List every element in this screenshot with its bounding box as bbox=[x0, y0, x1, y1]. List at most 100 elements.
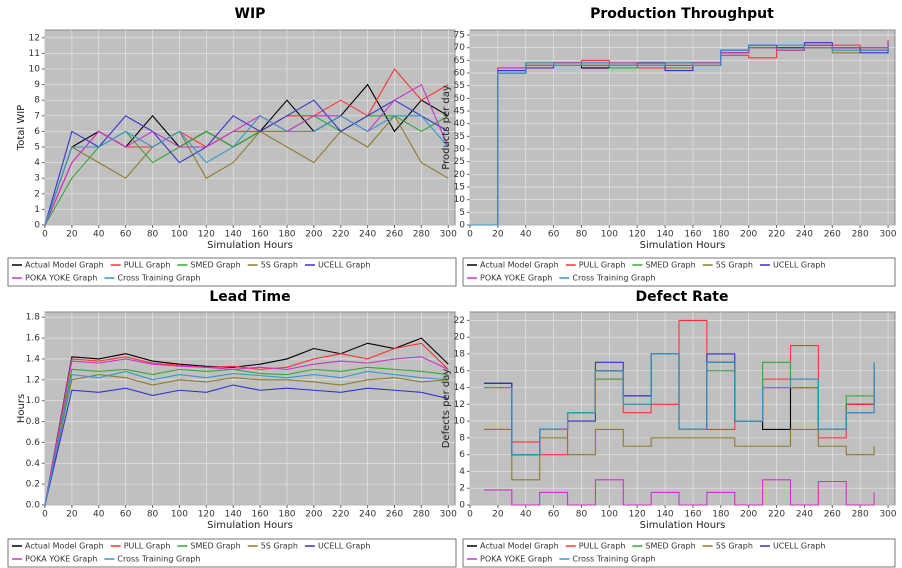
x-tick-label: 200 bbox=[740, 510, 757, 520]
x-tick-label: 20 bbox=[66, 230, 78, 240]
y-tick-label: 1.8 bbox=[26, 313, 41, 323]
legend-label: POKA YOKE Graph bbox=[25, 555, 97, 564]
x-tick-label: 220 bbox=[768, 230, 785, 240]
legend-label: POKA YOKE Graph bbox=[25, 274, 97, 283]
x-tick-label: 280 bbox=[413, 230, 430, 240]
y-tick-label: 8 bbox=[459, 433, 465, 443]
x-tick-label: 20 bbox=[492, 510, 504, 520]
legend-label: UCELL Graph bbox=[318, 261, 371, 270]
y-tick-label: 0 bbox=[459, 501, 465, 511]
y-tick-label: 65 bbox=[454, 56, 465, 66]
x-tick-label: 200 bbox=[740, 230, 757, 240]
x-tick-label: 200 bbox=[305, 230, 322, 240]
y-tick-label: 30 bbox=[454, 145, 466, 155]
legend-label: Actual Model Graph bbox=[25, 261, 104, 270]
y-tick-label: 7 bbox=[34, 111, 40, 121]
x-tick-label: 40 bbox=[93, 230, 105, 240]
y-tick-label: 3 bbox=[34, 174, 40, 184]
chart-title: Defect Rate bbox=[636, 289, 729, 305]
x-tick-label: 40 bbox=[93, 510, 105, 520]
legend-label: PULL Graph bbox=[579, 261, 626, 270]
plot-area bbox=[44, 311, 456, 506]
legend-label: UCELL Graph bbox=[773, 261, 826, 270]
x-tick-label: 180 bbox=[712, 230, 729, 240]
legend-label: UCELL Graph bbox=[773, 542, 826, 551]
y-tick-label: 9 bbox=[34, 80, 40, 90]
y-tick-label: 1.6 bbox=[26, 334, 41, 344]
x-tick-label: 180 bbox=[278, 230, 295, 240]
x-tick-label: 260 bbox=[386, 230, 403, 240]
y-axis-label: Hours bbox=[16, 394, 27, 423]
x-tick-label: 80 bbox=[147, 510, 159, 520]
y-tick-label: 0.8 bbox=[26, 417, 41, 427]
legend-label: Cross Training Graph bbox=[572, 555, 655, 564]
x-tick-label: 100 bbox=[601, 230, 618, 240]
chart-title: Production Throughput bbox=[590, 6, 774, 22]
y-tick-label: 2 bbox=[459, 484, 465, 494]
x-tick-label: 200 bbox=[305, 510, 322, 520]
series-line bbox=[44, 384, 449, 506]
x-axis-label: Simulation Hours bbox=[207, 240, 293, 251]
y-tick-label: 4 bbox=[459, 467, 465, 477]
x-tick-label: 180 bbox=[278, 510, 295, 520]
y-tick-label: 12 bbox=[454, 400, 465, 410]
y-tick-label: 15 bbox=[454, 183, 465, 193]
legend-label: Actual Model Graph bbox=[480, 261, 559, 270]
y-tick-label: 0 bbox=[34, 221, 40, 231]
y-tick-label: 45 bbox=[454, 107, 465, 117]
x-axis-label: Simulation Hours bbox=[207, 520, 293, 531]
chart-title: WIP bbox=[235, 6, 266, 22]
y-tick-label: 16 bbox=[454, 366, 466, 376]
legend-label: PULL Graph bbox=[124, 261, 171, 270]
legend-label: PULL Graph bbox=[579, 542, 626, 551]
legend-label: Actual Model Graph bbox=[480, 542, 559, 551]
x-tick-label: 300 bbox=[879, 230, 896, 240]
legend-label: SMED Graph bbox=[190, 542, 240, 551]
x-tick-label: 240 bbox=[359, 230, 376, 240]
y-tick-label: 35 bbox=[454, 132, 465, 142]
x-tick-label: 240 bbox=[796, 510, 813, 520]
series-line bbox=[44, 115, 449, 226]
series-line bbox=[44, 370, 449, 506]
legend-label: 5S Graph bbox=[716, 261, 753, 270]
x-tick-label: 120 bbox=[629, 510, 646, 520]
x-tick-label: 100 bbox=[171, 230, 188, 240]
x-tick-label: 20 bbox=[66, 510, 78, 520]
x-tick-label: 60 bbox=[120, 510, 132, 520]
x-tick-label: 100 bbox=[601, 510, 618, 520]
x-tick-label: 20 bbox=[492, 230, 504, 240]
plot-area bbox=[469, 29, 896, 226]
series-line bbox=[470, 44, 889, 226]
y-tick-label: 75 bbox=[454, 31, 465, 41]
x-tick-label: 0 bbox=[42, 230, 48, 240]
y-tick-label: 50 bbox=[454, 94, 466, 104]
x-tick-label: 40 bbox=[520, 510, 532, 520]
y-tick-label: 20 bbox=[454, 170, 466, 180]
series-line bbox=[483, 353, 875, 456]
x-tick-label: 80 bbox=[147, 230, 159, 240]
x-tick-label: 140 bbox=[225, 510, 242, 520]
y-tick-label: 10 bbox=[454, 417, 466, 427]
y-tick-label: 11 bbox=[29, 49, 40, 59]
x-tick-label: 300 bbox=[440, 510, 457, 520]
x-tick-label: 160 bbox=[251, 510, 268, 520]
series-line bbox=[483, 428, 875, 481]
legend-label: Cross Training Graph bbox=[572, 274, 655, 283]
series-line bbox=[44, 114, 449, 226]
legend-label: 5S Graph bbox=[261, 261, 298, 270]
y-tick-label: 4 bbox=[34, 158, 40, 168]
series-line bbox=[470, 42, 889, 226]
y-tick-label: 25 bbox=[454, 157, 465, 167]
x-tick-label: 40 bbox=[520, 230, 532, 240]
x-tick-label: 0 bbox=[467, 510, 473, 520]
y-tick-label: 6 bbox=[34, 127, 40, 137]
x-tick-label: 120 bbox=[198, 510, 215, 520]
x-tick-label: 160 bbox=[684, 510, 701, 520]
y-tick-label: 18 bbox=[454, 349, 466, 359]
x-axis-label: Simulation Hours bbox=[640, 520, 726, 531]
y-tick-label: 8 bbox=[34, 96, 40, 106]
legend-label: Cross Training Graph bbox=[117, 555, 200, 564]
y-tick-label: 0 bbox=[459, 221, 465, 231]
x-tick-label: 100 bbox=[171, 510, 188, 520]
